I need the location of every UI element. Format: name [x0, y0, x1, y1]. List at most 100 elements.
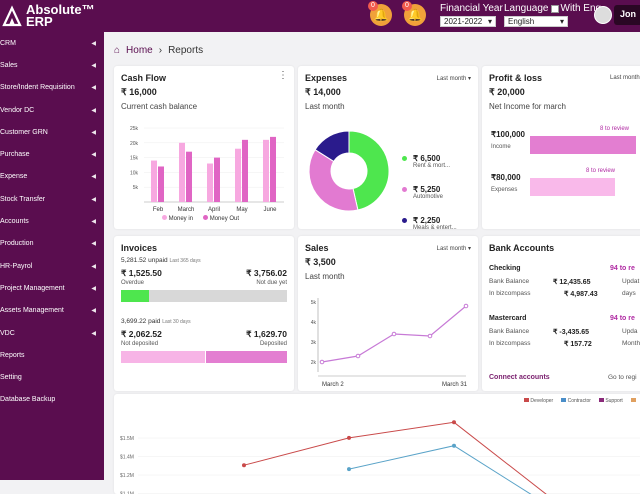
- chevron-left-icon: ◀: [91, 263, 96, 270]
- expenses-period-select[interactable]: Last month ▾: [437, 75, 471, 82]
- notification-bell-button[interactable]: 0🔔: [370, 4, 392, 26]
- language-select[interactable]: English▾: [504, 16, 568, 27]
- y-tick-label: $1.5M: [120, 436, 134, 442]
- breadcrumb-home-link[interactable]: Home: [126, 45, 153, 56]
- legend-dot: [402, 156, 407, 161]
- sidebar-item[interactable]: Expense◀: [0, 166, 104, 188]
- expense-item-amount: ₹ 2,250: [413, 216, 457, 225]
- account-review-link[interactable]: 94 to re: [610, 315, 635, 322]
- bar[interactable]: [263, 140, 269, 202]
- notification-badge: 0: [368, 1, 378, 11]
- bar[interactable]: [242, 140, 248, 202]
- sidebar-item[interactable]: Setting: [0, 366, 104, 388]
- language-value: English: [508, 17, 534, 26]
- user-menu-button[interactable]: Jon: [614, 5, 640, 25]
- expenses-review-link[interactable]: 8 to review: [586, 168, 615, 174]
- series-line: [349, 446, 559, 494]
- deposited-label: Deposited: [260, 341, 287, 347]
- go-to-register-link[interactable]: Go to regi: [608, 374, 637, 381]
- sidebar-item[interactable]: Production◀: [0, 233, 104, 255]
- unpaid-total: 5,281.52 unpaid: [121, 257, 168, 264]
- bizcompass-note: days: [622, 290, 636, 297]
- profit-loss-card: Profit & loss Last month ₹ 20,000 Net In…: [482, 66, 640, 229]
- alert-bell-button[interactable]: 0🔔: [404, 4, 426, 26]
- bank-balance-label: Bank Balance: [489, 328, 529, 335]
- with-eng-checkbox[interactable]: [551, 5, 559, 13]
- data-point[interactable]: [356, 354, 360, 358]
- data-point[interactable]: [464, 304, 468, 308]
- bizcompass-note: Month: [622, 340, 640, 347]
- sidebar-item[interactable]: HR-Payrol◀: [0, 255, 104, 277]
- y-tick-label: $1.4M: [120, 455, 134, 461]
- sidebar-item[interactable]: Stock Transfer◀: [0, 188, 104, 210]
- sales-period: Last month: [437, 246, 467, 252]
- financial-year-select[interactable]: 2021-2022▾: [440, 16, 496, 27]
- bar[interactable]: [214, 158, 220, 202]
- chevron-down-icon: ▾: [488, 17, 492, 26]
- data-point[interactable]: [347, 467, 351, 471]
- data-point[interactable]: [347, 436, 351, 440]
- data-point[interactable]: [452, 420, 456, 424]
- data-point[interactable]: [320, 360, 324, 364]
- chevron-left-icon: ◀: [91, 307, 96, 314]
- bar[interactable]: [151, 161, 157, 202]
- y-tick-label: 2k: [311, 360, 317, 366]
- chevron-down-icon: ▾: [468, 76, 471, 82]
- sidebar-item[interactable]: Purchase◀: [0, 143, 104, 165]
- bank-accounts-title: Bank Accounts: [489, 243, 554, 253]
- bar[interactable]: [186, 152, 192, 202]
- connect-accounts-link[interactable]: Connect accounts: [489, 374, 550, 381]
- account-review-link[interactable]: 94 to re: [610, 265, 635, 272]
- sidebar-item-label: Customer GRN: [0, 129, 48, 136]
- data-point[interactable]: [428, 334, 432, 338]
- cash-flow-subtitle: Current cash balance: [121, 102, 197, 111]
- profit-loss-title: Profit & loss: [489, 73, 542, 83]
- y-tick-label: 25k: [130, 126, 139, 132]
- bottom-chart: $1.5M$1.4M$1.2M$1.1M: [114, 394, 640, 494]
- y-tick-label: $1.2M: [120, 473, 134, 479]
- sidebar: CRM◀Sales◀Store/Indent Requisition◀Vendo…: [0, 32, 104, 480]
- bar[interactable]: [207, 164, 213, 202]
- sidebar-item[interactable]: Project Management◀: [0, 277, 104, 299]
- sales-card: Sales Last month ▾ ₹ 3,500 Last month 5k…: [298, 236, 478, 391]
- x-tick-label: June: [263, 207, 277, 213]
- sales-title: Sales: [305, 243, 329, 253]
- sidebar-item[interactable]: CRM◀: [0, 32, 104, 54]
- sidebar-item[interactable]: Sales◀: [0, 54, 104, 76]
- sidebar-item[interactable]: Store/Indent Requisition◀: [0, 77, 104, 99]
- sidebar-item[interactable]: Vendor DC◀: [0, 99, 104, 121]
- bar[interactable]: [235, 149, 241, 202]
- sidebar-item[interactable]: Accounts◀: [0, 210, 104, 232]
- overdue-label: Overdue: [121, 280, 144, 286]
- x-tick-label: March 31: [442, 382, 468, 388]
- sidebar-item[interactable]: VDC◀: [0, 322, 104, 344]
- sidebar-item-label: Project Management: [0, 285, 65, 292]
- data-point[interactable]: [452, 444, 456, 448]
- profit-period-select[interactable]: Last month: [610, 75, 640, 81]
- overdue-fill: [121, 290, 149, 302]
- bar[interactable]: [270, 137, 276, 202]
- sales-period-select[interactable]: Last month ▾: [437, 245, 471, 252]
- income-review-link[interactable]: 8 to review: [600, 126, 629, 132]
- bank-balance-label: Bank Balance: [489, 278, 529, 285]
- avatar[interactable]: [594, 6, 612, 24]
- financial-year-label: Financial Year: [440, 3, 503, 14]
- legend-money-out: Money Out: [210, 216, 239, 222]
- more-options-icon[interactable]: ⋮: [278, 70, 288, 81]
- bizcompass-label: In bizcompass: [489, 340, 531, 347]
- sidebar-item[interactable]: Database Backup: [0, 389, 104, 411]
- data-point[interactable]: [392, 332, 396, 336]
- bar[interactable]: [179, 143, 185, 202]
- sidebar-item[interactable]: Reports: [0, 344, 104, 366]
- sidebar-item-label: Reports: [0, 352, 25, 359]
- data-point[interactable]: [242, 463, 246, 467]
- unpaid-period: Last 365 days: [169, 258, 200, 264]
- paid-period: Last 30 days: [162, 319, 190, 325]
- sidebar-item[interactable]: Assets Management◀: [0, 300, 104, 322]
- income-bar: [530, 136, 636, 154]
- bar[interactable]: [158, 166, 164, 202]
- sidebar-item[interactable]: Customer GRN◀: [0, 121, 104, 143]
- bank-balance: ₹ -3,435.65: [553, 328, 589, 336]
